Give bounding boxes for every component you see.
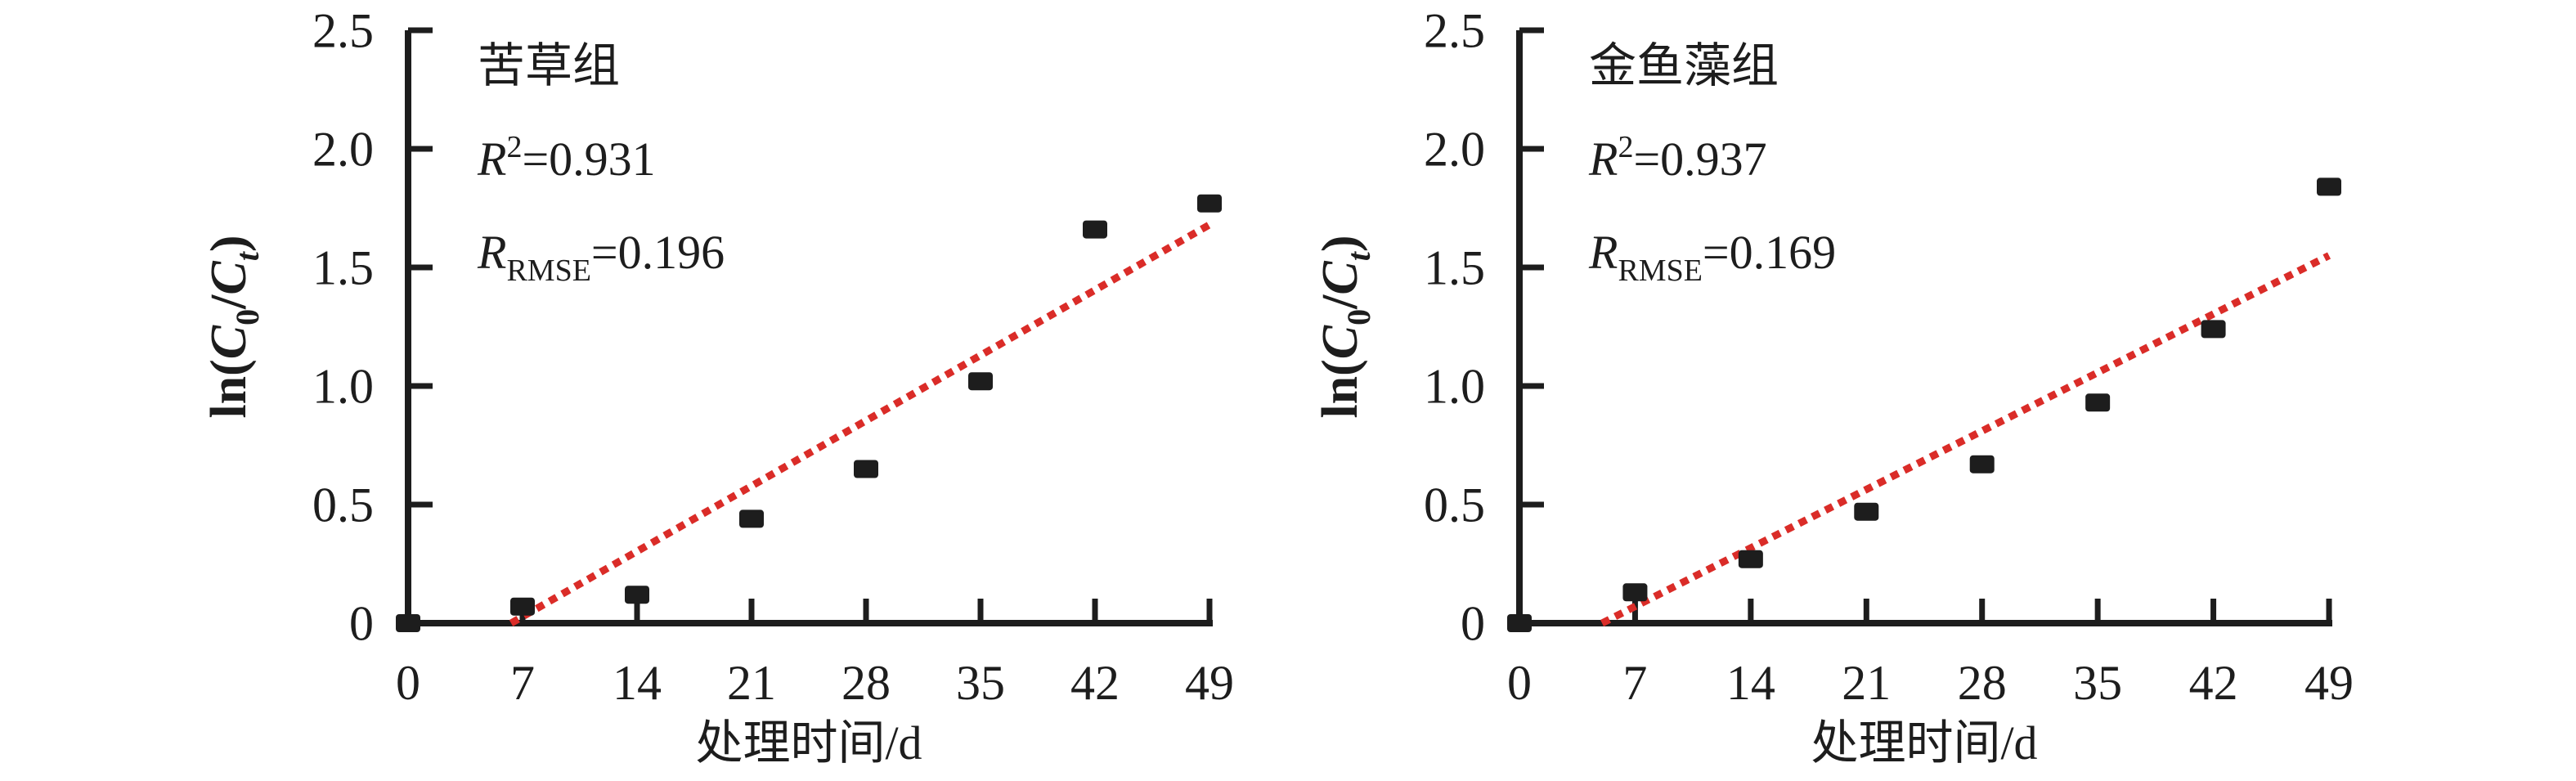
- y-tick-label: 1.5: [312, 240, 374, 294]
- y-axis-title: ln(C0/Ct): [201, 235, 266, 418]
- data-point-marker: [2201, 320, 2226, 339]
- data-point-marker: [1197, 194, 1222, 213]
- data-point-marker: [968, 372, 993, 391]
- x-axis-title: 处理时间/d: [695, 716, 922, 770]
- x-tick-label: 28: [1958, 656, 2007, 710]
- data-point-marker: [2317, 177, 2341, 196]
- x-tick-label: 14: [613, 656, 662, 710]
- x-tick-label: 14: [1726, 656, 1775, 710]
- y-tick-label: 1.0: [1424, 359, 1485, 413]
- y-tick-label: 2.0: [312, 122, 374, 176]
- data-point-marker: [1507, 614, 1532, 632]
- y-tick-label: 0.5: [1424, 478, 1485, 532]
- fit-line: [1600, 252, 2331, 627]
- x-tick-label: 49: [2304, 656, 2354, 710]
- rmse-annotation: RRMSE=0.196: [477, 226, 725, 288]
- x-tick-label: 7: [510, 656, 535, 710]
- fit-line: [509, 221, 1212, 626]
- x-tick-label: 7: [1622, 656, 1647, 710]
- y-tick-label: 1.5: [1424, 240, 1485, 294]
- x-tick-label: 21: [1842, 656, 1891, 710]
- y-tick-label: 1.0: [312, 359, 374, 413]
- data-point-marker: [739, 509, 764, 528]
- data-point-marker: [854, 460, 878, 478]
- y-axis-title: ln(C0/Ct): [1313, 235, 1377, 418]
- y-tick-label: 0: [1461, 596, 1485, 650]
- x-tick-label: 21: [727, 656, 776, 710]
- data-point-marker: [396, 614, 420, 632]
- group-title: 苦草组: [478, 39, 620, 92]
- y-tick-label: 2.5: [312, 3, 374, 57]
- data-point-marker: [1969, 455, 1995, 474]
- data-point-marker: [1622, 583, 1648, 602]
- data-point-marker: [1854, 502, 1879, 521]
- r2-annotation: R2=0.931: [477, 130, 656, 186]
- x-tick-label: 42: [2189, 656, 2238, 710]
- x-tick-label: 35: [956, 656, 1005, 710]
- x-tick-label: 35: [2073, 656, 2122, 710]
- data-point-marker: [2085, 393, 2111, 412]
- x-tick-label: 49: [1185, 656, 1234, 710]
- x-tick-label: 42: [1070, 656, 1120, 710]
- r2-annotation: R2=0.937: [1588, 130, 1767, 186]
- group-title: 金鱼藻组: [1589, 39, 1779, 92]
- x-tick-label: 28: [841, 656, 891, 710]
- data-point-marker: [625, 586, 649, 604]
- data-point-marker: [1738, 550, 1763, 568]
- chart-group-1: 0 7 14 21 28 35 42 49 0 0.5 1.0 1.5 2.0 2.5 金鱼藻组 R2=0.9…: [1313, 3, 2354, 770]
- y-tick-label: 2.0: [1424, 122, 1485, 176]
- x-tick-label: 0: [396, 656, 420, 710]
- y-tick-label: 0.5: [312, 478, 374, 532]
- y-tick-label: 0: [349, 596, 374, 650]
- data-point-marker: [1083, 220, 1107, 239]
- chart-group-0: 0 7 14 21 28 35 42 49 0 0.5 1.0 1.5 2.0 2.5 苦草组 R2=0.93…: [201, 3, 1234, 770]
- x-tick-label: 0: [1507, 656, 1532, 710]
- data-point-marker: [510, 597, 535, 616]
- y-tick-label: 2.5: [1424, 3, 1485, 57]
- x-axis-title: 处理时间/d: [1811, 716, 2037, 770]
- rmse-annotation: RRMSE=0.169: [1588, 226, 1836, 288]
